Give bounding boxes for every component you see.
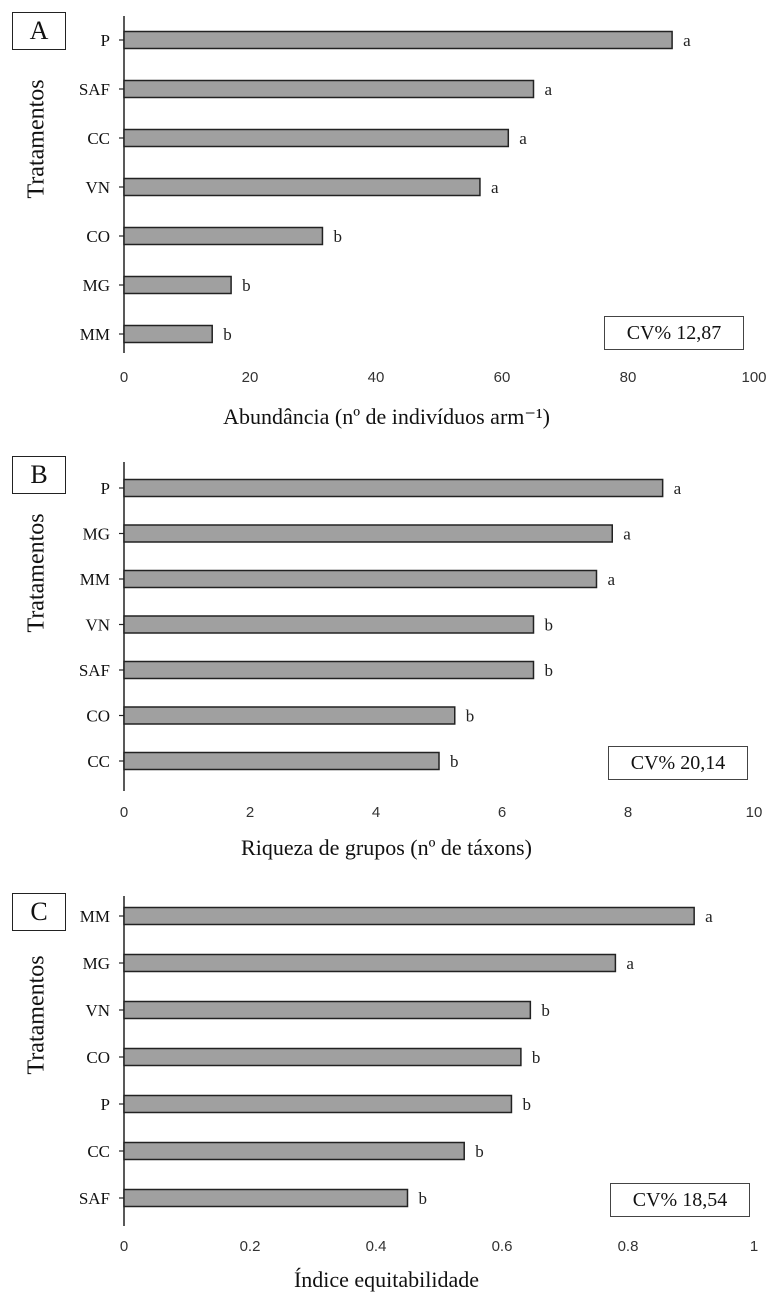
significance-letter: a [623, 525, 631, 544]
bar [123, 1188, 409, 1208]
bar [123, 1047, 522, 1067]
significance-letter: b [333, 227, 342, 246]
significance-letter: b [522, 1095, 531, 1114]
category-label: CO [86, 1048, 110, 1067]
significance-letter: a [491, 178, 499, 197]
bar [123, 660, 535, 680]
bar [123, 1000, 532, 1020]
x-tick-label: 0 [120, 1238, 128, 1255]
chart-svg: 0 0.2 0.4 0.6 0.8 1 MM a MG a VN b CO b P b CC b SAF b [79, 896, 758, 1255]
category-label: MM [80, 325, 110, 344]
category-label: MM [80, 570, 110, 589]
category-label: MG [83, 525, 110, 544]
category-label: P [101, 1095, 110, 1114]
bar [123, 615, 535, 634]
bar [123, 524, 613, 543]
x-tick-label: 40 [368, 369, 385, 386]
significance-letter: a [674, 479, 682, 498]
y-axis-title: Tratamentos [23, 79, 50, 199]
category-label: P [101, 479, 110, 498]
cv-label: CV% 12,87 [604, 316, 744, 350]
bar [123, 177, 481, 197]
panel-letter: A [12, 12, 66, 50]
x-tick-label: 60 [494, 369, 511, 386]
bar [123, 1141, 465, 1161]
significance-letter: b [242, 276, 251, 295]
panel-letter: C [12, 893, 66, 931]
bar [123, 226, 324, 246]
x-tick-label: 0.2 [240, 1238, 261, 1255]
bar [123, 324, 213, 344]
bar [123, 478, 664, 498]
x-axis-title: Riqueza de grupos (nº de táxons) [241, 835, 532, 860]
category-label: MG [83, 954, 110, 973]
category-label: CC [87, 1142, 110, 1161]
significance-letter: a [608, 570, 616, 589]
category-label: VN [85, 1001, 110, 1020]
x-tick-label: 6 [498, 804, 506, 821]
x-tick-label: 20 [242, 369, 259, 386]
x-tick-label: 0.6 [492, 1238, 513, 1255]
x-tick-label: 80 [620, 369, 637, 386]
category-label: CO [86, 707, 110, 726]
category-label: MM [80, 907, 110, 926]
category-label: SAF [79, 1189, 110, 1208]
bar [123, 79, 535, 99]
x-tick-label: 100 [741, 369, 766, 386]
significance-letter: b [545, 661, 554, 680]
category-label: P [101, 31, 110, 50]
cv-label: CV% 18,54 [610, 1183, 750, 1217]
bar [123, 569, 598, 589]
bar [123, 275, 232, 295]
significance-letter: b [545, 616, 554, 635]
panel-letter: B [12, 456, 66, 494]
chart-svg: 0 20 40 60 80 100 P a SAF a CC a VN a CO b MG b MM b [79, 16, 767, 386]
bar [123, 953, 617, 973]
bar [123, 751, 440, 771]
bar [123, 128, 510, 148]
chart-svg: 0 2 4 6 8 10 P a MG a MM a VN b SAF b CO b CC b [79, 462, 763, 821]
x-tick-label: 0.8 [618, 1238, 639, 1255]
category-label: VN [85, 616, 110, 635]
x-tick-label: 0 [120, 804, 128, 821]
significance-letter: b [466, 707, 475, 726]
category-label: SAF [79, 80, 110, 99]
significance-letter: b [532, 1048, 541, 1067]
bar [123, 1094, 513, 1114]
x-tick-label: 1 [750, 1238, 758, 1255]
x-axis-title: Abundância (nº de indivíduos arm⁻¹) [223, 404, 550, 429]
panel-c: C Tratamentos 0 0.2 0.4 0.6 0.8 1 MM a MG a VN b CO b… [0, 881, 773, 1303]
x-tick-label: 0 [120, 369, 128, 386]
x-tick-label: 0.4 [366, 1238, 387, 1255]
significance-letter: b [475, 1142, 484, 1161]
category-label: VN [85, 178, 110, 197]
significance-letter: a [683, 31, 691, 50]
y-axis-title: Tratamentos [23, 513, 50, 633]
category-label: CC [87, 129, 110, 148]
x-tick-label: 10 [746, 804, 763, 821]
x-tick-label: 4 [372, 804, 380, 821]
category-label: MG [83, 276, 110, 295]
cv-label: CV% 20,14 [608, 746, 748, 780]
significance-letter: b [223, 325, 232, 344]
bar [123, 30, 673, 50]
y-axis-title: Tratamentos [23, 955, 50, 1075]
category-label: SAF [79, 661, 110, 680]
significance-letter: b [541, 1001, 550, 1020]
significance-letter: a [545, 80, 553, 99]
x-tick-label: 2 [246, 804, 254, 821]
significance-letter: a [705, 907, 713, 926]
category-label: CO [86, 227, 110, 246]
significance-letter: a [519, 129, 527, 148]
bar [123, 906, 695, 926]
x-axis-title: Índice equitabilidade [293, 1267, 480, 1292]
category-label: CC [87, 752, 110, 771]
significance-letter: a [626, 954, 634, 973]
significance-letter: b [419, 1189, 428, 1208]
bar [123, 706, 456, 725]
significance-letter: b [450, 752, 459, 771]
x-tick-label: 8 [624, 804, 632, 821]
